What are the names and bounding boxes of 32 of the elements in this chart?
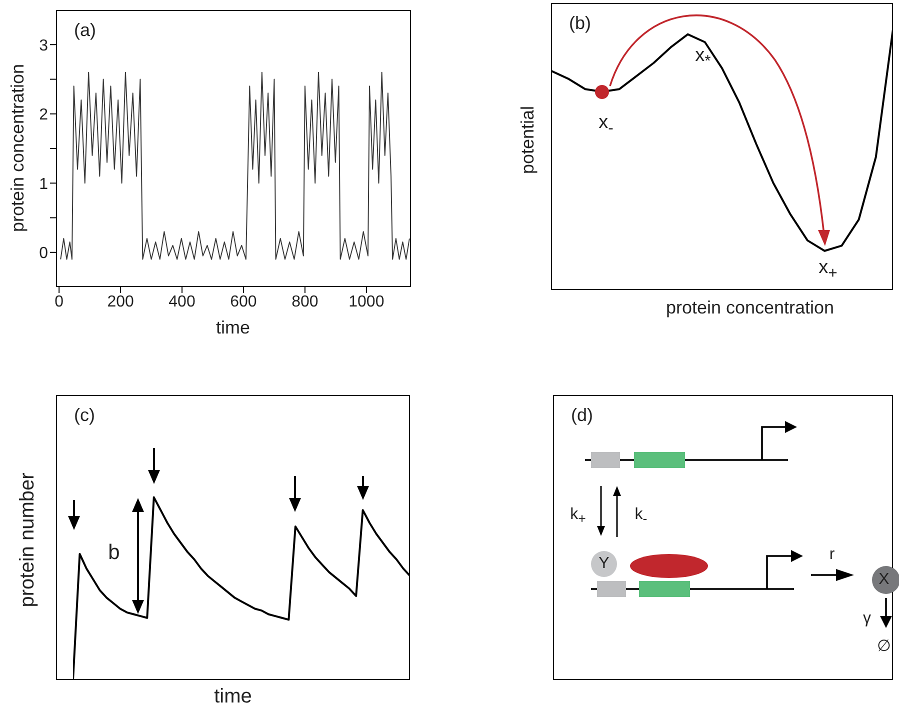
x-tick-label: 1000 bbox=[348, 293, 384, 310]
y-tick-label: 3 bbox=[39, 37, 48, 54]
text: (a) bbox=[74, 20, 96, 40]
y-axis-title: protein concentration bbox=[8, 64, 28, 232]
line-series bbox=[60, 72, 410, 260]
x-axis-title: time bbox=[216, 318, 250, 338]
x-axis-title: protein concentration bbox=[666, 298, 834, 318]
x-tick-label: 0 bbox=[54, 293, 64, 310]
text: (d) bbox=[571, 405, 593, 425]
annotation: b bbox=[108, 541, 120, 564]
y-tick-label: 2 bbox=[39, 106, 48, 124]
x-tick-label: 800 bbox=[292, 293, 318, 310]
x-tick-label: 400 bbox=[168, 293, 196, 310]
text: X bbox=[878, 571, 890, 588]
chart-title: (c) bbox=[74, 405, 95, 425]
y-axis-title: potential bbox=[518, 106, 538, 174]
y-tick-label: 1 bbox=[39, 176, 48, 193]
annotation: x$_{*}$ bbox=[695, 45, 711, 70]
y-tick-label: 0 bbox=[39, 245, 48, 262]
text: ∅ bbox=[877, 638, 891, 655]
annotation: x$_{+}$ bbox=[818, 257, 838, 282]
text: r bbox=[829, 546, 835, 563]
chart-title: (b) bbox=[569, 13, 591, 33]
text: Y bbox=[598, 555, 610, 572]
x-tick-label: 600 bbox=[230, 293, 257, 310]
x-axis-title: time bbox=[214, 686, 252, 708]
text: γ bbox=[863, 610, 871, 627]
y-axis-title: protein number bbox=[16, 472, 38, 608]
annotation: x$_{-}$ bbox=[598, 112, 614, 137]
text: k$_{+}$ bbox=[570, 506, 586, 526]
x-tick-label: 200 bbox=[107, 293, 134, 310]
text: k$_{-}$ bbox=[634, 506, 648, 526]
